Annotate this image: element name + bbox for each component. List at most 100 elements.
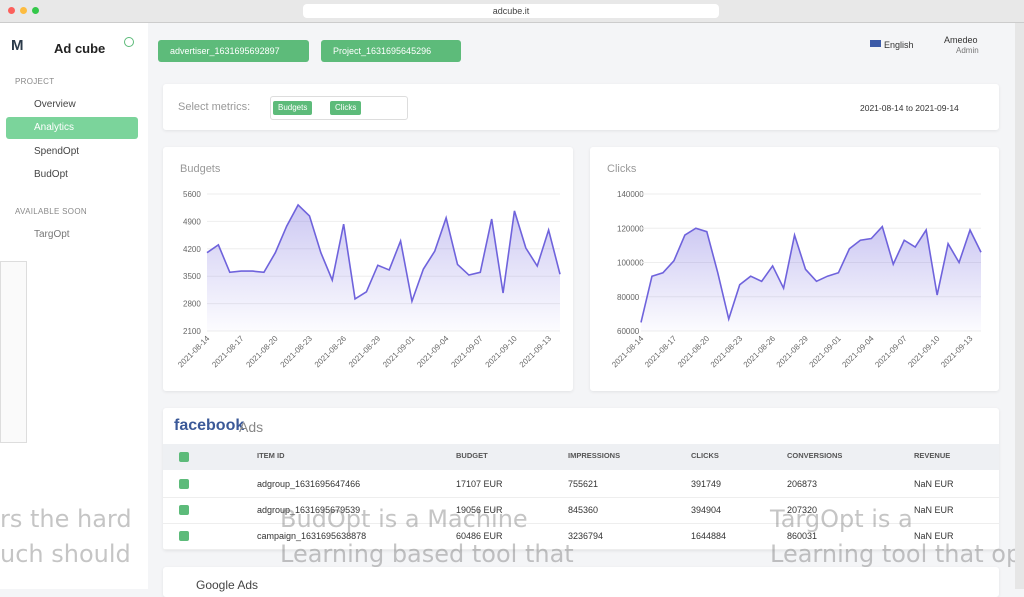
checkbox[interactable] [179, 505, 189, 515]
cell: 1644884 [691, 531, 727, 541]
x-tick-label: 2021-08-23 [279, 334, 315, 370]
close[interactable] [8, 7, 15, 14]
x-tick-label: 2021-09-10 [484, 334, 520, 370]
row-divider [163, 523, 999, 524]
column-header: CLICKS [691, 451, 719, 460]
logo: Ad cube [54, 41, 106, 56]
project-select[interactable]: Project_1631695645296 [321, 40, 461, 62]
checkbox[interactable] [179, 452, 189, 462]
x-tick-label: 2021-08-26 [313, 334, 349, 370]
x-tick-label: 2021-09-13 [518, 334, 554, 370]
cell: 755621 [568, 479, 599, 489]
chart-card: Budgets 2100 2800 3500 4200 4900 5600 2021-08-1… [163, 147, 573, 391]
browser-bar: adcube.it [0, 0, 1024, 23]
x-tick-label: 2021-09-01 [808, 334, 844, 370]
cell: 60486 EUR [456, 531, 503, 541]
nav-item[interactable]: SpendOpt [34, 146, 80, 157]
maximize[interactable] [32, 7, 39, 14]
metrics-label: Select metrics: [178, 101, 251, 113]
language[interactable]: English [884, 40, 914, 50]
cell: 391749 [691, 479, 722, 489]
y-tick-label: 140000 [617, 190, 644, 199]
y-tick-label: 80000 [617, 293, 640, 302]
scrollbar[interactable] [1015, 23, 1024, 589]
area [641, 226, 981, 331]
x-tick-label: 2021-09-01 [381, 334, 417, 370]
nav-item: TargOpt [34, 229, 70, 240]
metric-tag[interactable]: Budgets [273, 101, 313, 115]
checkbox[interactable] [179, 479, 189, 489]
x-tick-label: 2021-09-04 [840, 334, 876, 370]
facebook-brand: facebook [174, 417, 245, 434]
metrics-select[interactable] [270, 96, 408, 120]
toggle[interactable] [124, 37, 134, 47]
chart-title: Clicks [607, 163, 637, 175]
x-tick-label: 2021-09-07 [449, 334, 485, 370]
nav-item[interactable]: BudOpt [34, 169, 68, 180]
metric-tag[interactable]: Clicks [330, 101, 362, 115]
sidebar: M Ad cube PROJECT Overview Analytics Spe… [0, 23, 148, 589]
background-text: BudOpt is a Machine [280, 505, 528, 533]
x-tick-label: 2021-08-17 [643, 334, 679, 370]
x-tick-label: 2021-09-07 [873, 334, 909, 370]
background-text: Learning based tool that [280, 540, 574, 568]
minimize[interactable] [20, 7, 27, 14]
x-tick-label: 2021-08-14 [176, 334, 212, 370]
flag [870, 40, 881, 47]
date-range[interactable]: 2021-08-14 to 2021-09-14 [860, 103, 959, 113]
thumbnail [0, 261, 27, 443]
section: AVAILABLE SOON [15, 207, 87, 216]
x-tick-label: 2021-08-20 [244, 334, 280, 370]
cell: 3236794 [568, 531, 604, 541]
section: PROJECT [15, 77, 55, 86]
background-text: uch should [0, 540, 131, 568]
cell: adgroup_1631695647466 [257, 479, 361, 489]
facebook-suffix: Ads [239, 419, 264, 435]
y-tick-label: 4200 [183, 245, 201, 254]
role: Admin [956, 46, 979, 55]
x-tick-label: 2021-09-13 [939, 334, 975, 370]
column-header: REVENUE [914, 451, 951, 460]
x-tick-label: 2021-08-14 [610, 334, 646, 370]
cell: 860031 [787, 531, 818, 541]
table-header [163, 444, 999, 470]
column-header: CONVERSIONS [787, 451, 843, 460]
url[interactable]: adcube.it [303, 4, 719, 18]
line [640, 224, 982, 323]
background-text: TargOpt is a [770, 505, 913, 533]
chart: Budgets 2100 2800 3500 4200 4900 5600 2021-08-1… [176, 163, 561, 370]
cell: 394904 [691, 505, 722, 515]
y-tick-label: 120000 [617, 224, 644, 233]
background-text: rs the hard [0, 505, 132, 533]
x-tick-label: 2021-09-10 [906, 334, 942, 370]
y-tick-label: 60000 [617, 327, 640, 336]
nav-item[interactable]: Overview [34, 99, 76, 110]
advertiser-select[interactable]: advertiser_1631695692897 [158, 40, 309, 62]
column-header: IMPRESSIONS [568, 451, 621, 460]
chart-title: Budgets [180, 163, 221, 175]
cell: NaN EUR [914, 531, 954, 541]
x-tick-label: 2021-08-23 [709, 334, 745, 370]
x-tick-label: 2021-08-29 [775, 334, 811, 370]
cell: 845360 [568, 505, 599, 515]
x-tick-label: 2021-08-29 [347, 334, 383, 370]
cell: NaN EUR [914, 479, 954, 489]
google-card [163, 567, 999, 597]
chart: Clicks 60000 80000 100000 120000 140000 2021-0… [607, 163, 982, 370]
cell: 206873 [787, 479, 818, 489]
x-tick-label: 2021-08-26 [742, 334, 778, 370]
checkbox[interactable] [179, 531, 189, 541]
cell: campaign_1631695638878 [257, 531, 367, 541]
background-text: Learning tool that op [770, 540, 1022, 568]
y-tick-label: 3500 [183, 272, 201, 281]
nav-item[interactable]: Analytics [6, 117, 138, 139]
x-tick-label: 2021-08-17 [210, 334, 246, 370]
column-header: ITEM ID [257, 451, 285, 460]
y-tick-label: 4900 [183, 217, 201, 226]
cell: 19056 EUR [456, 505, 503, 515]
cell: adgroup_1631695679539 [257, 505, 361, 515]
y-tick-label: 5600 [183, 190, 201, 199]
logo-mark: M [11, 37, 24, 54]
facebook-card [163, 408, 999, 550]
y-tick-label: 100000 [617, 259, 644, 268]
